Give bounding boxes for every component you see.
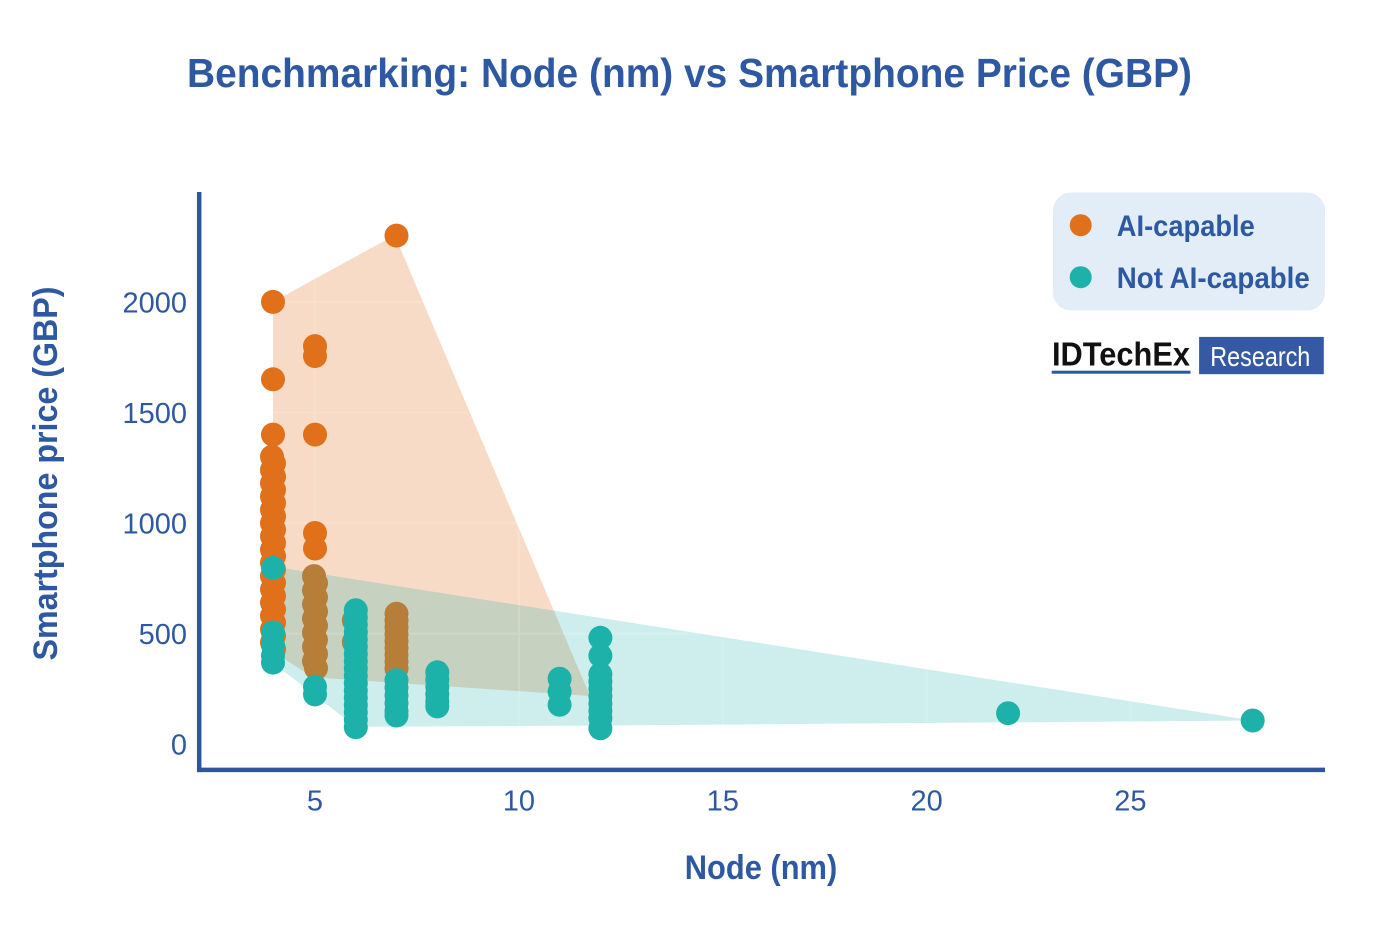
svg-text:0: 0 [171,730,187,762]
svg-text:1500: 1500 [122,398,187,430]
svg-text:15: 15 [707,786,739,818]
svg-text:10: 10 [503,786,535,818]
svg-text:2000: 2000 [122,287,187,319]
svg-text:25: 25 [1114,786,1146,818]
svg-text:1000: 1000 [122,509,187,541]
svg-text:5: 5 [307,786,323,818]
svg-text:20: 20 [910,786,942,818]
svg-text:Not AI-capable: Not AI-capable [1117,262,1310,295]
svg-text:AI-capable: AI-capable [1117,210,1255,243]
svg-text:Node (nm): Node (nm) [685,849,838,887]
svg-text:Benchmarking: Node (nm) vs Sma: Benchmarking: Node (nm) vs Smartphone Pr… [187,50,1192,96]
svg-text:Research: Research [1210,341,1310,372]
svg-text:IDTechEx: IDTechEx [1052,336,1191,373]
svg-text:Smartphone price (GBP): Smartphone price (GBP) [27,287,65,661]
svg-text:500: 500 [139,619,187,651]
